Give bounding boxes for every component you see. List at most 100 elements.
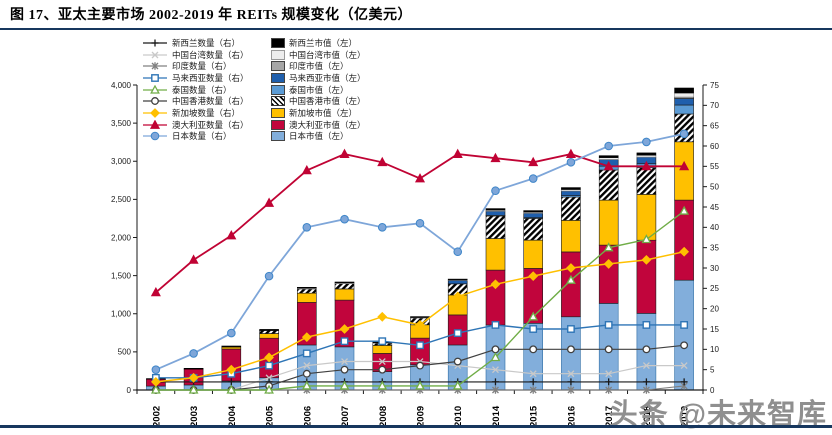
legend-row-singapore: 新加坡数量（右） 新加坡市值（左） <box>142 107 366 119</box>
bar-stack-2015 <box>523 210 544 391</box>
bar-seg-malaysia-2015 <box>523 213 544 218</box>
bar-seg-australia-2016 <box>561 251 581 318</box>
bar-stacks <box>146 87 694 391</box>
legend-swatch-newzealand-icon <box>271 37 285 48</box>
legend-swatch-australia-icon <box>271 119 285 130</box>
legend-swatch-japan-icon <box>271 131 285 142</box>
bar-seg-hongkong-2005 <box>259 330 279 334</box>
bar-seg-newzealand-2005 <box>259 329 279 331</box>
legend-label-thailand-count: 泰国数量（右） <box>172 84 232 95</box>
bar-seg-singapore-2006 <box>296 292 317 303</box>
right-axis-labels: 0 5 10 15 20 25 30 35 40 45 50 55 60 65 70 75 <box>710 81 719 395</box>
svg-text:2018: 2018 <box>642 406 653 427</box>
svg-text:2005: 2005 <box>265 405 276 427</box>
bar-seg-newzealand-2014 <box>485 208 506 211</box>
legend-line-marker-taiwan-icon <box>143 51 167 58</box>
bar-seg-singapore-2008 <box>372 345 393 354</box>
line-hongkong <box>151 341 689 394</box>
bar-seg-singapore-2018 <box>636 194 657 241</box>
svg-text:75: 75 <box>710 81 719 90</box>
svg-text:2015: 2015 <box>529 405 540 427</box>
legend-swatch-malaysia-icon <box>271 72 285 83</box>
legend-line-marker-newzealand-icon <box>143 39 167 47</box>
svg-text:2007: 2007 <box>340 406 351 427</box>
legend-label-newzealand-count: 新西兰数量（右） <box>172 37 241 48</box>
legend-label-newzealand-value: 新西兰市值（左） <box>289 37 358 48</box>
bar-seg-singapore-2019 <box>674 141 694 201</box>
legend-label-india-value: 印度市值（左） <box>289 61 349 72</box>
legend-row-taiwan: 中国台湾数量（右） 中国台湾市值（左） <box>142 49 366 61</box>
legend-label-singapore-count: 新加坡数量（右） <box>172 107 241 118</box>
line-japan <box>151 129 689 374</box>
left-axis-labels: 0 500 1,000 1,500 2,000 2,500 3,000 3,500 4,000 <box>111 81 132 395</box>
legend-label-hongkong-value: 中国香港市值（左） <box>289 96 366 107</box>
svg-text:2008: 2008 <box>378 406 389 427</box>
bar-seg-hongkong-2018 <box>636 167 657 195</box>
svg-text:60: 60 <box>710 142 719 151</box>
svg-text:30: 30 <box>710 264 719 273</box>
legend-row-malaysia: 马来西亚数量（右） 马来西亚市值（左） <box>142 72 366 84</box>
bar-stack-2018 <box>636 152 657 391</box>
bar-seg-newzealand-2004 <box>221 345 242 348</box>
svg-text:40: 40 <box>710 223 719 232</box>
bar-seg-newzealand-2017 <box>598 155 619 158</box>
svg-text:5: 5 <box>710 365 715 374</box>
bar-seg-newzealand-2018 <box>636 152 657 156</box>
bar-seg-malaysia-2010 <box>447 280 468 285</box>
legend-label-singapore-value: 新加坡市值（左） <box>289 107 358 118</box>
svg-text:55: 55 <box>710 162 719 171</box>
line-australia <box>150 148 690 297</box>
bar-seg-newzealand-2019 <box>674 87 694 94</box>
bar-seg-newzealand-2006 <box>296 286 317 289</box>
legend-label-japan-value: 日本市值（左） <box>289 131 349 142</box>
x-axis-labels: 2002 2003 2004 2005 2006 2007 2008 2009 2010 2014… <box>151 405 690 427</box>
svg-text:10: 10 <box>710 345 719 354</box>
bar-seg-singapore-2007 <box>334 288 355 301</box>
legend-line-marker-hongkong-icon <box>143 97 167 106</box>
legend-swatch-thailand-icon <box>271 84 285 95</box>
svg-text:2002: 2002 <box>151 406 162 427</box>
svg-text:70: 70 <box>710 101 719 110</box>
bar-seg-newzealand-2009 <box>410 316 430 318</box>
legend-row-hongkong: 中国香港数量（右） 中国香港市值（左） <box>142 95 366 107</box>
legend-row-newzealand: 新西兰数量（右） 新西兰市值（左） <box>142 37 366 49</box>
svg-text:2003: 2003 <box>189 406 200 427</box>
bar-seg-australia-2018 <box>636 239 657 314</box>
bar-seg-singapore-2015 <box>523 239 544 269</box>
bar-stack-2006 <box>296 286 317 391</box>
legend-swatch-singapore-icon <box>271 107 285 118</box>
bar-seg-malaysia-2016 <box>561 190 581 196</box>
legend-label-australia-count: 澳大利亚数量（右） <box>172 119 249 130</box>
legend-label-india-count: 印度数量（右） <box>172 61 232 72</box>
svg-text:2,500: 2,500 <box>111 195 132 204</box>
line-thailand <box>150 205 690 394</box>
svg-text:2009: 2009 <box>416 406 427 427</box>
bar-seg-newzealand-2010 <box>447 278 468 281</box>
bar-seg-hongkong-2015 <box>523 218 544 241</box>
svg-text:3,000: 3,000 <box>111 157 132 166</box>
bar-seg-malaysia-2014 <box>485 211 506 216</box>
bar-seg-malaysia-2019 <box>674 98 694 106</box>
legend-line-marker-japan-icon <box>143 132 167 141</box>
svg-text:2017: 2017 <box>604 406 615 427</box>
svg-text:20: 20 <box>710 304 719 313</box>
legend-line-marker-singapore-icon <box>143 108 167 118</box>
svg-text:2010: 2010 <box>453 406 464 427</box>
svg-text:2019: 2019 <box>680 406 691 427</box>
bar-seg-taiwan-2019 <box>674 92 694 98</box>
legend-label-australia-value: 澳大利亚市值（左） <box>289 119 366 130</box>
svg-text:3,500: 3,500 <box>111 119 132 128</box>
bar-stack-2007 <box>334 281 355 391</box>
bar-seg-newzealand-2016 <box>561 187 581 190</box>
bar-stack-2019 <box>674 87 694 391</box>
legend-line-marker-australia-icon <box>143 119 167 129</box>
line-malaysia <box>151 321 689 382</box>
bar-stack-2016 <box>561 187 581 391</box>
bar-seg-singapore-2014 <box>485 238 506 271</box>
legend-line-marker-thailand-icon <box>143 84 167 94</box>
svg-text:35: 35 <box>710 243 719 252</box>
bar-seg-japan-2019 <box>674 279 694 391</box>
svg-text:2,000: 2,000 <box>111 233 132 242</box>
svg-text:1,500: 1,500 <box>111 271 132 280</box>
